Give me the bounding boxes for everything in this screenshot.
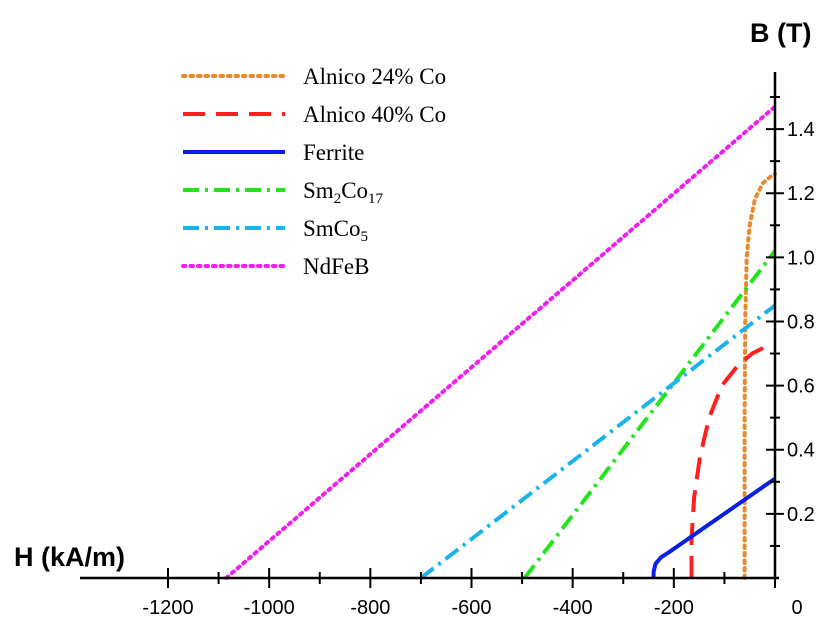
y-tick-label: 1.2 xyxy=(787,183,815,205)
y-tick-label: 1.4 xyxy=(787,119,815,141)
y-tick-label: 0.6 xyxy=(787,376,815,398)
series-line xyxy=(523,249,777,580)
legend-label: Alnico 24% Co xyxy=(303,64,446,89)
x-tick-label: -400 xyxy=(553,597,593,619)
legend: Alnico 24% Co Alnico 40% Co Ferrite Sm2Co17… xyxy=(181,64,446,279)
y-tick-label: 0.2 xyxy=(787,504,815,526)
legend-label: SmCo5 xyxy=(303,216,368,245)
x-axis-title: H (kA/m) xyxy=(14,542,125,572)
legend-label: Ferrite xyxy=(303,140,364,165)
x-tick-label: -800 xyxy=(350,597,390,619)
legend-label: NdFeB xyxy=(303,254,369,279)
series-line xyxy=(651,476,777,578)
series-line xyxy=(419,303,777,580)
x-tick-label: 0 xyxy=(791,597,802,619)
x-tick-label: -200 xyxy=(654,597,694,619)
y-tick-label: 0.4 xyxy=(787,440,815,462)
x-tick-label: -1000 xyxy=(244,597,295,619)
series-line xyxy=(224,104,777,580)
legend-label: Sm2Co17 xyxy=(303,178,384,207)
y-axis-title: B (T) xyxy=(750,18,811,48)
x-axis-ticks: -1200 -1000 -800 -600 -400 -200 0 xyxy=(142,568,803,619)
curves-layer xyxy=(224,104,777,580)
series-line xyxy=(742,172,777,580)
x-tick-label: -600 xyxy=(451,597,491,619)
series-line xyxy=(689,345,775,578)
x-tick-label: -1200 xyxy=(142,597,193,619)
legend-label: Alnico 40% Co xyxy=(303,102,446,127)
y-tick-label: 1.0 xyxy=(787,247,815,269)
y-axis-ticks: 0.2 0.4 0.6 0.8 1.0 1.2 1.4 xyxy=(766,96,815,547)
y-tick-label: 0.8 xyxy=(787,311,815,333)
